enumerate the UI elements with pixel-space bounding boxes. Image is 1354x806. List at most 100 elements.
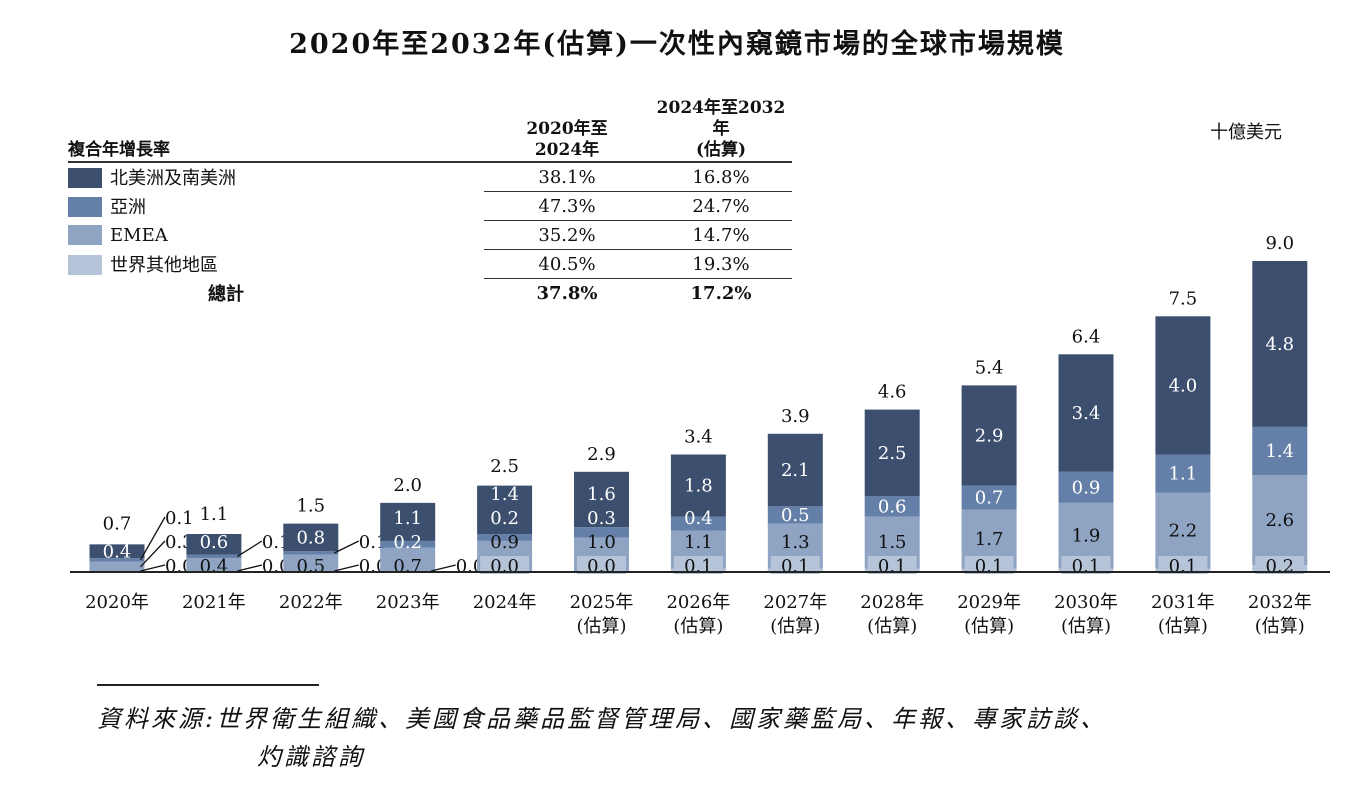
x-tick-label: (估算) bbox=[673, 616, 723, 637]
cagr-row: 世界其他地區 40.5% 19.3% bbox=[68, 249, 792, 279]
segment-label: 0.4 bbox=[684, 508, 713, 529]
cagr-value: 35.2% bbox=[484, 220, 650, 250]
cagr-value: 38.1% bbox=[484, 162, 650, 192]
label-bg bbox=[1255, 556, 1305, 574]
segment-label: 4.0 bbox=[1169, 375, 1198, 396]
segment-label: 1.8 bbox=[684, 476, 713, 497]
x-tick-label: (估算) bbox=[964, 616, 1014, 637]
legend-label: EMEA bbox=[110, 224, 168, 246]
segment-label: 0.1 bbox=[1169, 556, 1198, 577]
bar-segment bbox=[1252, 475, 1308, 566]
segment-label: 1.1 bbox=[684, 532, 713, 553]
total-label: 2.0 bbox=[393, 475, 422, 496]
legend-swatch bbox=[68, 168, 102, 189]
cagr-value: 16.8% bbox=[650, 162, 792, 192]
x-tick-label: 2028年 bbox=[860, 592, 924, 613]
segment-label: 0.6 bbox=[878, 496, 907, 517]
segment-label: 0.3 bbox=[587, 508, 616, 529]
segment-label: 2.9 bbox=[975, 426, 1004, 447]
bar-segment bbox=[1058, 471, 1114, 503]
segment-label: 1.0 bbox=[587, 532, 616, 553]
segment-label: 0.1 bbox=[975, 556, 1004, 577]
segment-label: 1.3 bbox=[781, 532, 810, 553]
leader-line bbox=[140, 564, 166, 572]
total-label: 3.4 bbox=[684, 427, 713, 448]
segment-label: 0.7 bbox=[393, 556, 422, 577]
label-bg bbox=[673, 556, 723, 574]
leader-line bbox=[237, 564, 263, 572]
x-tick-label: 2030年 bbox=[1054, 592, 1118, 613]
x-tick-label: 2025年 bbox=[570, 592, 634, 613]
legend-label: 世界其他地區 bbox=[110, 255, 218, 276]
legend-label: 亞洲 bbox=[110, 197, 146, 218]
bar-segment bbox=[574, 471, 629, 528]
segment-label: 0.2 bbox=[1265, 556, 1294, 577]
cagr-value: 14.7% bbox=[650, 220, 792, 250]
segment-label: 0.1 bbox=[878, 556, 907, 577]
bar-segment bbox=[1058, 354, 1114, 472]
bar-segment bbox=[767, 506, 823, 524]
bar-segment bbox=[380, 547, 436, 572]
x-tick-label: 2022年 bbox=[279, 592, 343, 613]
label-bg bbox=[770, 556, 820, 574]
segment-label: 1.9 bbox=[1072, 526, 1101, 547]
bar-segment bbox=[186, 558, 242, 572]
segment-label: 0.9 bbox=[1072, 477, 1101, 498]
segment-label: 1.1 bbox=[393, 508, 422, 529]
cagr-row: 北美洲及南美洲 38.1% 16.8% bbox=[68, 162, 792, 192]
total-label: 2.9 bbox=[587, 444, 616, 465]
legend-swatch bbox=[68, 197, 102, 217]
leader-line bbox=[431, 564, 456, 572]
label-bg bbox=[964, 556, 1014, 574]
leader-line bbox=[334, 540, 360, 554]
x-tick-label: 2024年 bbox=[473, 592, 537, 613]
total-label: 9.0 bbox=[1265, 233, 1294, 254]
segment-label: 1.7 bbox=[975, 529, 1004, 550]
segment-label: 4.8 bbox=[1265, 334, 1294, 355]
bar-segment bbox=[477, 533, 533, 541]
leader-line bbox=[140, 540, 166, 568]
total-label: 4.6 bbox=[878, 382, 907, 403]
x-tick-label: 2032年 bbox=[1248, 592, 1312, 613]
x-tick-label: 2020年 bbox=[85, 592, 149, 613]
segment-label: 1.4 bbox=[1265, 441, 1294, 462]
legend-label: 北美洲及南美洲 bbox=[110, 168, 236, 190]
segment-label: 0.2 bbox=[393, 532, 422, 553]
bar-segment bbox=[1155, 316, 1211, 455]
total-label: 5.4 bbox=[975, 357, 1004, 378]
unit-label: 十億美元 bbox=[1210, 122, 1282, 143]
x-tick-label: 2026年 bbox=[666, 592, 730, 613]
total-label: 0.7 bbox=[103, 513, 132, 534]
label-bg bbox=[480, 556, 530, 574]
bar-segment bbox=[864, 409, 920, 496]
segment-label: 1.4 bbox=[490, 484, 519, 505]
x-tick-label: 2021年 bbox=[182, 592, 246, 613]
total-label: 1.5 bbox=[296, 496, 325, 517]
legend-swatch bbox=[68, 224, 102, 245]
total-label: 6.4 bbox=[1072, 326, 1101, 347]
total-label: 1.1 bbox=[200, 504, 229, 525]
segment-label: 1.1 bbox=[1169, 464, 1198, 485]
x-tick-label: (估算) bbox=[770, 616, 820, 637]
segment-label: 0.4 bbox=[200, 556, 229, 577]
bar-segment bbox=[961, 385, 1017, 486]
x-tick-label: 2031年 bbox=[1151, 592, 1215, 613]
bar-segment bbox=[961, 485, 1017, 510]
segment-label: 0.0 bbox=[490, 556, 519, 577]
segment-label: 2.5 bbox=[878, 443, 907, 464]
source-divider bbox=[97, 684, 319, 686]
segment-label: 0.1 bbox=[1072, 556, 1101, 577]
segment-label: 0.4 bbox=[103, 541, 132, 562]
cagr-value: 40.5% bbox=[484, 249, 650, 279]
x-tick-label: (估算) bbox=[1255, 616, 1305, 637]
bar-segment bbox=[89, 561, 145, 572]
segment-label: 1.6 bbox=[587, 484, 616, 505]
source-note: 資料來源:世界衛生組織、美國食品藥品監督管理局、國家藥監局、年報、專家訪談、 灼… bbox=[97, 705, 1108, 771]
bar-segment bbox=[283, 551, 339, 555]
label-bg bbox=[1061, 556, 1111, 574]
bar-segment bbox=[477, 485, 533, 534]
bar-segment bbox=[283, 554, 339, 572]
segment-label: 2.1 bbox=[781, 460, 810, 481]
